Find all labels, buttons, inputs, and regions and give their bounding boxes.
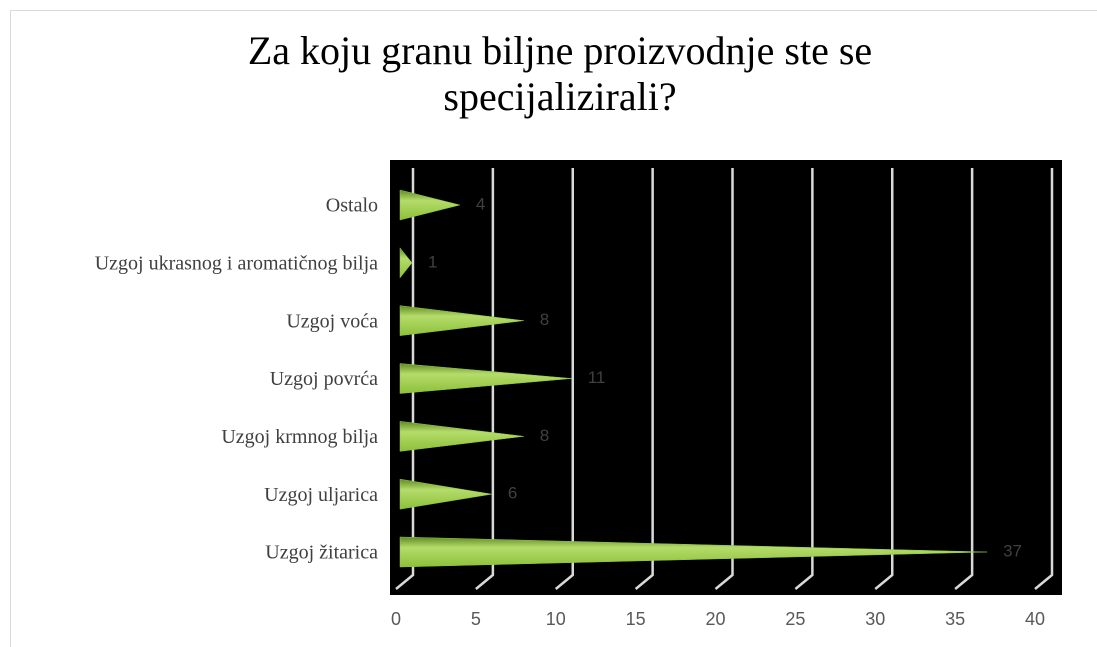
x-tick-label: 5 bbox=[471, 609, 481, 629]
bar bbox=[399, 189, 460, 221]
data-label: 8 bbox=[540, 426, 549, 445]
y-tick-label: Uzgoj uljarica bbox=[264, 484, 378, 506]
x-tick-label: 0 bbox=[391, 609, 401, 629]
y-tick-label: Uzgoj voća bbox=[286, 310, 378, 332]
bar bbox=[399, 421, 524, 452]
x-tick-label: 20 bbox=[705, 609, 725, 629]
x-tick-label: 15 bbox=[626, 609, 646, 629]
grid-line bbox=[714, 168, 734, 590]
data-label: 6 bbox=[508, 484, 517, 503]
y-tick-label: Uzgoj krmnog bilja bbox=[221, 426, 378, 448]
y-tick-label: Uzgoj ukrasnog i aromatičnog bilja bbox=[95, 252, 378, 274]
x-tick-label: 40 bbox=[1025, 609, 1045, 629]
grid-line bbox=[1034, 168, 1054, 590]
y-tick-label: Ostalo bbox=[326, 195, 378, 217]
y-tick-label: Uzgoj povrća bbox=[270, 368, 378, 390]
x-tick-label: 35 bbox=[945, 609, 965, 629]
y-tick-label: Uzgoj žitarica bbox=[265, 542, 378, 564]
grid-line bbox=[874, 168, 894, 590]
bar bbox=[399, 247, 413, 279]
bar bbox=[399, 536, 988, 568]
grid-line bbox=[554, 168, 574, 590]
bar bbox=[399, 363, 572, 394]
data-label: 1 bbox=[428, 252, 437, 271]
data-label: 4 bbox=[476, 194, 485, 213]
x-tick-label: 10 bbox=[546, 609, 566, 629]
bar bbox=[399, 305, 524, 336]
x-tick-label: 25 bbox=[785, 609, 805, 629]
chart-title: Za koju granu biljne proizvodnje ste se … bbox=[247, 28, 873, 119]
grid-line bbox=[794, 168, 814, 590]
x-tick-label: 30 bbox=[865, 609, 885, 629]
data-label: 11 bbox=[588, 368, 606, 387]
grid-line bbox=[395, 168, 415, 590]
data-label: 37 bbox=[1003, 541, 1022, 560]
grid-line bbox=[475, 168, 495, 590]
grid-line bbox=[634, 168, 654, 590]
data-label: 8 bbox=[540, 310, 549, 329]
bar bbox=[399, 478, 492, 510]
grid-line bbox=[954, 168, 974, 590]
frame bbox=[10, 10, 1097, 647]
